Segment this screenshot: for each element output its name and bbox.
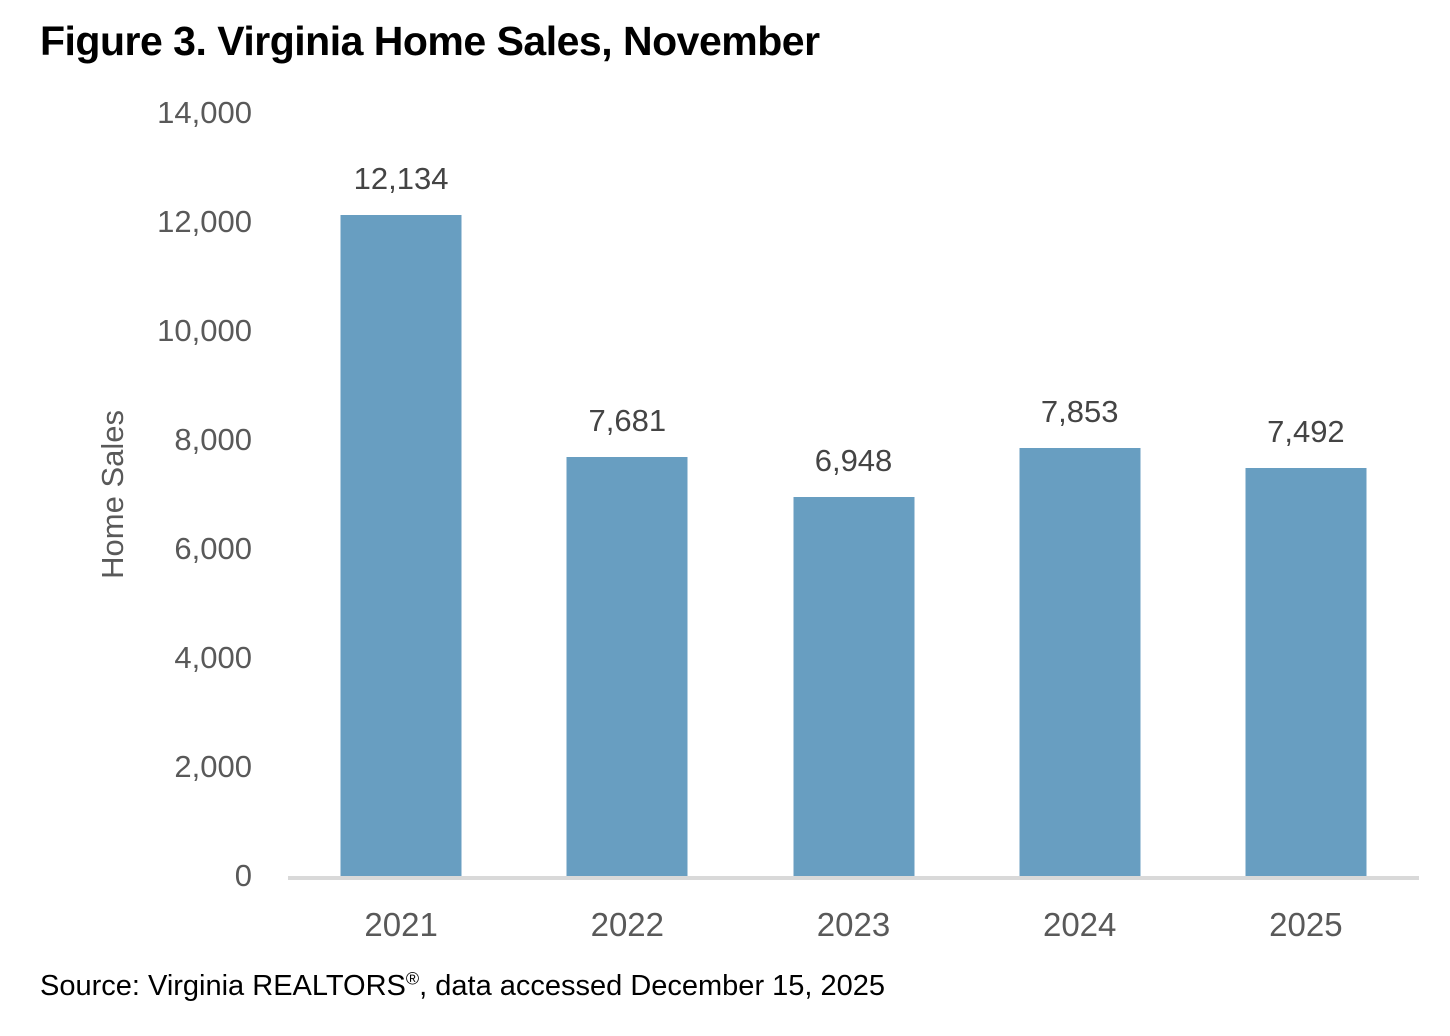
bar-2025 (1245, 467, 1367, 876)
y-tick-label-8000: 8,000 (174, 422, 252, 457)
source-note-suffix: , data accessed December 15, 2025 (419, 970, 886, 1002)
registered-trademark-symbol: ® (405, 968, 420, 989)
x-tick-label-2023: 2023 (816, 906, 891, 943)
y-tick-label-6000: 6,000 (174, 530, 252, 566)
bar-value-label-2023: 6,948 (814, 443, 893, 479)
bar-value-label-2024: 7,853 (1040, 394, 1119, 430)
bar-value-label-2022: 7,681 (588, 403, 667, 439)
bar-value-label-2021: 12,134 (353, 160, 449, 196)
y-tick-label-14000: 14,000 (157, 95, 252, 130)
x-tick-label-2025: 2025 (1269, 906, 1343, 943)
x-axis-ticks: 2021 2022 2023 2024 2025 (288, 904, 1419, 946)
x-tick-label-2022: 2022 (590, 906, 665, 943)
y-tick-label-0: 0 (234, 858, 252, 893)
x-tick-label-2021: 2021 (364, 906, 438, 943)
y-tick-label-12000: 12,000 (157, 203, 252, 239)
y-tick-label-2000: 2,000 (174, 749, 252, 784)
bar-2023 (793, 497, 914, 876)
y-tick-label-10000: 10,000 (157, 312, 252, 348)
source-note: Source: Virginia REALTORS®, data accesse… (40, 968, 886, 1003)
source-note-prefix: Source: Virginia REALTORS (40, 970, 406, 1002)
bar-2024 (1019, 448, 1141, 876)
x-axis-line (288, 876, 1419, 880)
figure-title: Figure 3. Virginia Home Sales, November (40, 18, 820, 64)
x-tick-label-2024: 2024 (1042, 906, 1117, 943)
plot-area: 12,134 7,681 6,948 7,853 7,492 (288, 113, 1419, 880)
y-tick-label-4000: 4,000 (174, 640, 252, 675)
bar-value-label-2025: 7,492 (1267, 413, 1345, 449)
bar-2021 (340, 214, 462, 876)
bar-2022 (566, 457, 688, 876)
y-axis-ticks: 0 2,000 4,000 6,000 8,000 10,000 12,000 14,000 (0, 96, 252, 893)
